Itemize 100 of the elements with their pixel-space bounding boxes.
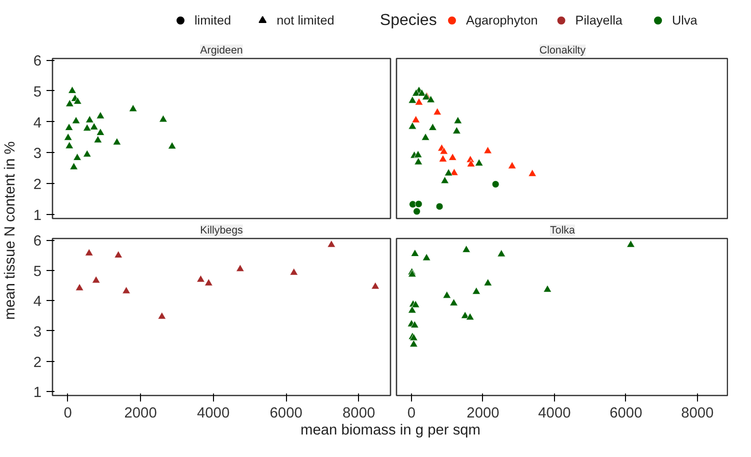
point	[75, 283, 84, 291]
chart-title: Killybegs	[200, 224, 243, 236]
legend-label: Agarophyton	[466, 14, 538, 28]
y-tick-label: 5	[33, 264, 42, 280]
point	[626, 240, 635, 248]
point	[96, 111, 105, 119]
point	[472, 287, 481, 294]
point	[128, 104, 138, 112]
point	[418, 88, 426, 96]
point	[410, 249, 420, 256]
point	[454, 116, 462, 124]
point	[204, 278, 213, 286]
point	[92, 276, 100, 284]
point	[410, 320, 419, 328]
point	[452, 126, 461, 134]
point	[462, 245, 471, 253]
point	[159, 114, 168, 122]
point	[65, 141, 74, 149]
x-tick-label: 4000	[538, 406, 571, 422]
x-tick-label: 2000	[124, 406, 157, 422]
point	[474, 158, 484, 166]
point	[438, 154, 448, 162]
point	[484, 146, 492, 154]
point	[466, 160, 476, 167]
y-tick-label: 3	[33, 146, 42, 162]
point	[413, 208, 420, 216]
point	[70, 162, 78, 170]
point	[497, 249, 506, 257]
point	[408, 96, 417, 104]
point	[408, 270, 416, 278]
point	[327, 240, 336, 248]
point	[96, 128, 105, 136]
point	[68, 86, 76, 94]
y-tick-label: 6	[33, 234, 42, 250]
point	[414, 200, 422, 208]
point	[114, 250, 123, 258]
x-tick-label: 6000	[270, 406, 302, 422]
point	[72, 116, 80, 124]
point	[433, 108, 442, 116]
x-tick-label: 0	[64, 406, 72, 422]
y-tick-label: 1	[33, 385, 42, 402]
point	[122, 286, 130, 294]
point	[85, 115, 94, 123]
point	[82, 150, 92, 158]
point	[428, 123, 437, 131]
point	[440, 176, 450, 184]
point	[168, 142, 176, 150]
x-axis-title: mean biomass in g per sqm	[300, 422, 481, 438]
point	[422, 253, 431, 261]
point	[444, 168, 453, 176]
y-tick-label: 2	[33, 177, 42, 194]
y-tick-label: 4	[33, 294, 42, 310]
y-tick-label: 4	[33, 115, 42, 132]
x-tick-label: 8000	[342, 406, 376, 422]
y-tick-label: 1	[33, 208, 42, 224]
point	[440, 146, 448, 154]
point	[236, 264, 244, 272]
legend-label: not limited	[276, 14, 334, 28]
y-tick-label: 6	[33, 54, 42, 70]
point	[426, 95, 436, 103]
point	[414, 98, 424, 106]
y-tick-label: 3	[33, 324, 42, 340]
point	[466, 312, 474, 320]
point	[508, 161, 516, 169]
point	[492, 180, 500, 188]
chart-title: Tolka	[550, 224, 576, 236]
x-tick-label: 2000	[466, 406, 500, 422]
x-tick-label: 8000	[681, 406, 714, 422]
point	[94, 136, 102, 143]
y-axis-title: mean tissue N content in %	[2, 141, 18, 320]
point	[64, 123, 74, 131]
point	[442, 290, 452, 298]
y-tick-label: 2	[33, 354, 42, 371]
point	[543, 284, 552, 292]
point	[484, 278, 492, 286]
point	[90, 122, 98, 130]
chart-title: Clonakilty	[539, 44, 586, 56]
legend-title: Species	[380, 12, 437, 29]
point	[448, 153, 457, 160]
point	[421, 133, 430, 140]
legend-label: Ulva	[672, 14, 698, 28]
x-tick-label: 4000	[197, 406, 230, 422]
point	[64, 133, 72, 140]
legend-label: Pilayella	[575, 14, 624, 28]
x-tick-label: 0	[407, 406, 416, 422]
point	[450, 298, 458, 306]
point	[290, 268, 298, 276]
point	[73, 96, 82, 104]
point	[414, 150, 422, 158]
point	[408, 306, 416, 314]
point	[528, 169, 537, 177]
point	[196, 274, 205, 282]
point	[158, 312, 166, 320]
point	[84, 248, 94, 256]
point	[82, 124, 92, 132]
point	[371, 282, 380, 290]
x-tick-label: 6000	[610, 406, 642, 422]
point	[411, 300, 420, 308]
y-tick-label: 5	[33, 84, 42, 100]
point	[409, 340, 418, 348]
